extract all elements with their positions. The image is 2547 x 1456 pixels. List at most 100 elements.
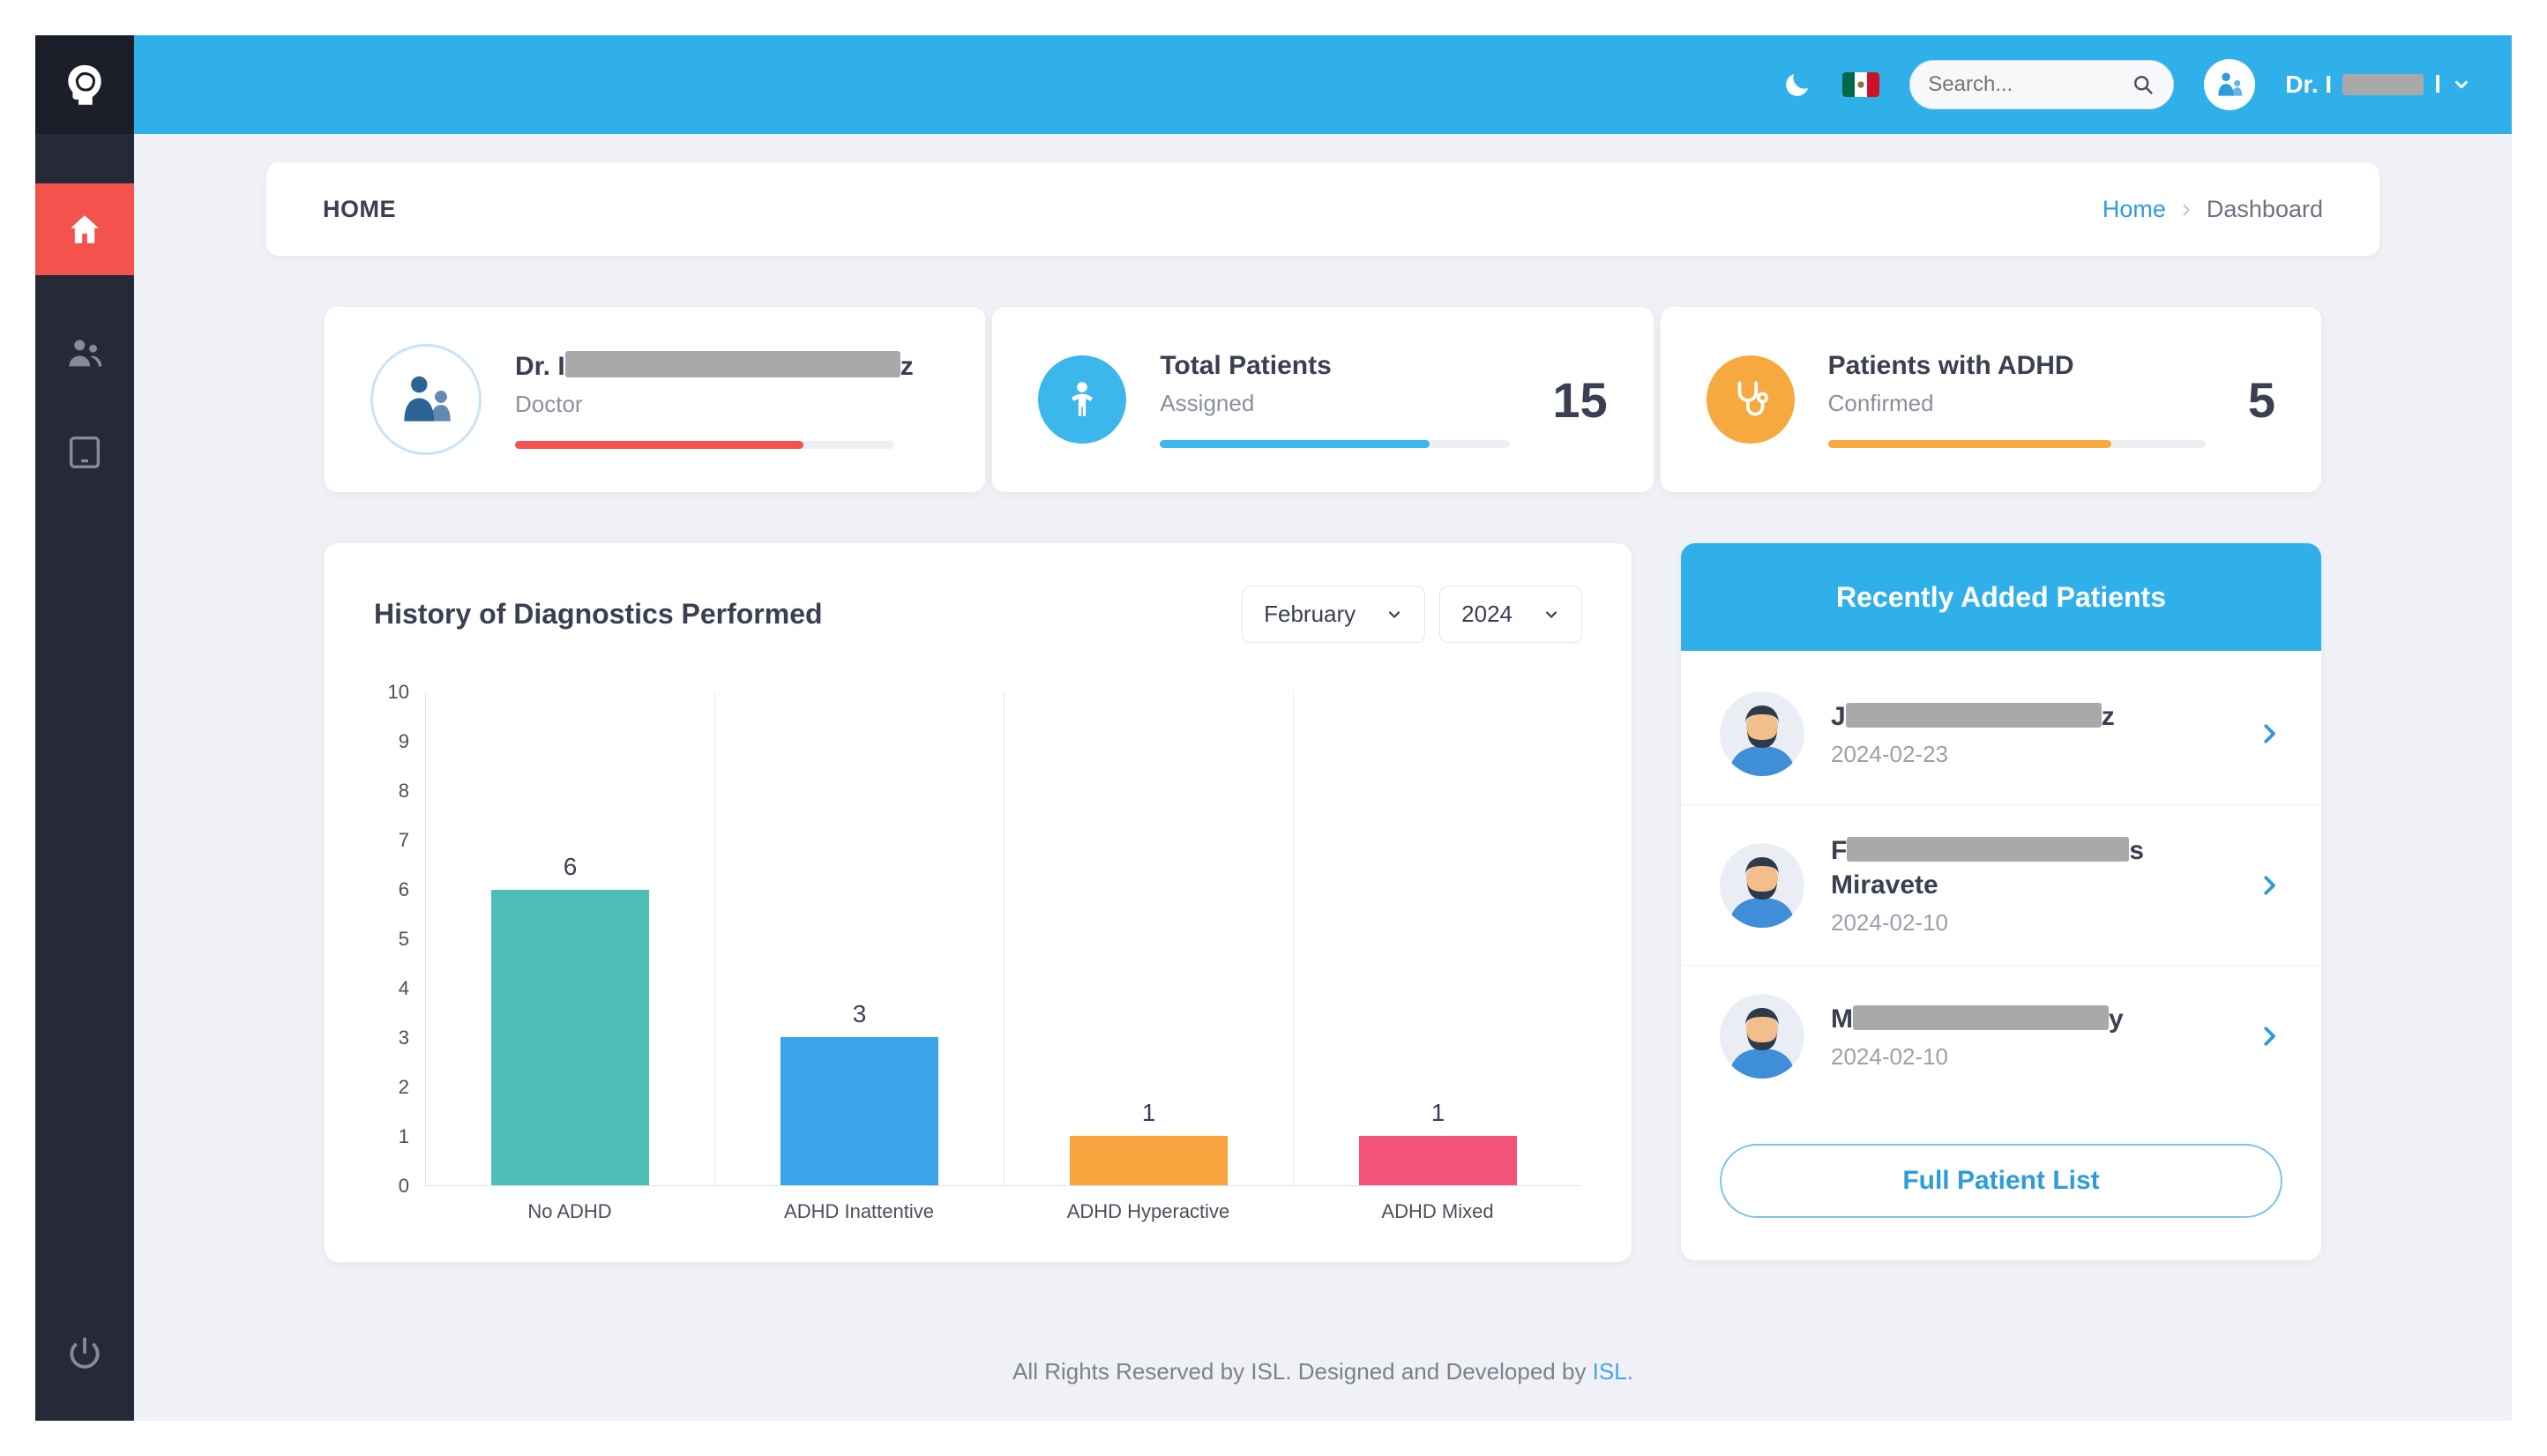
y-axis-tick: 9 bbox=[398, 730, 409, 752]
total-patients-card: Total Patients Assigned 15 bbox=[992, 307, 1654, 492]
dark-mode-toggle[interactable] bbox=[1782, 70, 1812, 100]
stethoscope-icon bbox=[1737, 381, 1768, 416]
y-axis-tick: 3 bbox=[398, 1027, 409, 1049]
chart-bar-group: 3 bbox=[714, 692, 1004, 1185]
redacted-doctor-name bbox=[564, 350, 900, 377]
chevron-down-icon bbox=[1389, 610, 1400, 618]
redacted-patient-name bbox=[1845, 703, 2102, 728]
app-logo[interactable] bbox=[35, 35, 134, 134]
chevron-right-icon bbox=[2264, 875, 2275, 895]
adhd-value: 5 bbox=[2247, 371, 2275, 428]
patient-name-suffix: y bbox=[2109, 1004, 2124, 1034]
patient-name-suffix: s bbox=[2129, 836, 2145, 865]
user-name-prefix: Dr. I bbox=[2285, 71, 2333, 98]
doctor-name: Dr. I z bbox=[515, 350, 939, 382]
sidebar bbox=[35, 35, 134, 1421]
y-axis-tick: 8 bbox=[398, 780, 409, 802]
total-patients-subtitle: Assigned bbox=[1160, 390, 1255, 416]
diagnostics-chart-card: History of Diagnostics Performed Februar… bbox=[325, 543, 1632, 1262]
mexico-flag-icon bbox=[1842, 72, 1880, 97]
adhd-progress-fill bbox=[1827, 440, 2111, 448]
patient-name-prefix: J bbox=[1831, 702, 1846, 731]
chart-bar bbox=[780, 1037, 939, 1185]
footer: All Rights Reserved by ISL. Designed and… bbox=[266, 1358, 2379, 1421]
x-axis-label: ADHD Hyperactive bbox=[1066, 1200, 1230, 1222]
bar-chart: 0 1 2 3 4 5 6 7 8 9 10 6 3 1 1 No ADHD ADHD Inattentiv… bbox=[374, 681, 1582, 1223]
footer-isl-link[interactable]: ISL. bbox=[1592, 1358, 1633, 1385]
doctor-card: Dr. I z Doctor bbox=[325, 307, 986, 492]
redacted-patient-name bbox=[1847, 837, 2130, 862]
main-column: Dr. I l HOME Home › Dashboard bbox=[134, 35, 2512, 1421]
chevron-down-icon bbox=[2455, 80, 2468, 89]
sidebar-item-devices[interactable] bbox=[64, 432, 105, 473]
y-axis-tick: 5 bbox=[398, 928, 409, 950]
breadcrumb-current: Dashboard bbox=[2206, 195, 2323, 222]
chart-bar bbox=[490, 889, 650, 1185]
y-axis-tick: 2 bbox=[398, 1076, 409, 1098]
chevron-right-icon bbox=[2264, 1027, 2275, 1046]
doctor-name-suffix: z bbox=[900, 351, 914, 381]
breadcrumb-home-link[interactable]: Home bbox=[2102, 195, 2166, 222]
y-axis-tick: 1 bbox=[398, 1125, 409, 1147]
x-axis-label: ADHD Mixed bbox=[1381, 1200, 1494, 1222]
adhd-subtitle: Confirmed bbox=[1827, 390, 1934, 416]
patient-name-line2: Miravete bbox=[1831, 870, 1938, 900]
content-area: HOME Home › Dashboard bbox=[134, 134, 2512, 1421]
month-select-value: February bbox=[1264, 601, 1356, 627]
patient-name-suffix: z bbox=[2101, 702, 2115, 731]
language-flag-button[interactable] bbox=[1842, 72, 1880, 97]
breadcrumb: HOME Home › Dashboard bbox=[266, 162, 2379, 256]
moon-icon bbox=[1786, 73, 1809, 96]
doctor-progress-track bbox=[515, 440, 894, 449]
patient-date: 2024-02-23 bbox=[1831, 741, 1948, 767]
patients-people-icon bbox=[69, 340, 102, 367]
total-patients-value: 15 bbox=[1552, 371, 1608, 428]
sidebar-item-patients[interactable] bbox=[64, 333, 105, 374]
chart-title: History of Diagnostics Performed bbox=[374, 598, 823, 630]
patient-avatar bbox=[1720, 843, 1804, 928]
footer-text: All Rights Reserved by ISL. Designed and… bbox=[1012, 1358, 1593, 1385]
doctor-role: Doctor bbox=[515, 390, 583, 417]
bar-value-label: 3 bbox=[852, 1000, 867, 1028]
sidebar-item-logout[interactable] bbox=[65, 1334, 104, 1373]
adhd-title: Patients with ADHD bbox=[1827, 351, 2074, 380]
search-bar bbox=[1909, 60, 2175, 109]
chart-bar bbox=[1069, 1136, 1229, 1185]
chevron-down-icon bbox=[1545, 610, 1557, 618]
app-window: Dr. I l HOME Home › Dashboard bbox=[35, 35, 2512, 1421]
month-select[interactable]: February bbox=[1242, 586, 1426, 643]
bar-value-label: 1 bbox=[1430, 1099, 1445, 1127]
bar-value-label: 1 bbox=[1141, 1099, 1156, 1127]
full-patient-list-button[interactable]: Full Patient List bbox=[1720, 1144, 2282, 1218]
chart-bar-group: 1 bbox=[1004, 692, 1293, 1185]
user-avatar[interactable] bbox=[2204, 59, 2256, 110]
adhd-icon-circle bbox=[1706, 355, 1795, 444]
y-axis-tick: 7 bbox=[398, 829, 409, 851]
adhd-progress-track bbox=[1827, 440, 2206, 448]
total-patients-progress-track bbox=[1160, 440, 1511, 448]
power-icon bbox=[70, 1337, 100, 1369]
redacted-user-name bbox=[2342, 74, 2424, 95]
sidebar-item-home[interactable] bbox=[35, 183, 134, 275]
chart-x-labels: No ADHD ADHD Inattentive ADHD Hyperactive A… bbox=[425, 1200, 1582, 1223]
patient-name-prefix: M bbox=[1831, 1004, 1853, 1034]
sidebar-nav bbox=[35, 183, 134, 473]
search-icon[interactable] bbox=[2131, 72, 2155, 97]
brain-head-logo-icon bbox=[68, 64, 101, 105]
chart-y-axis: 0 1 2 3 4 5 6 7 8 9 10 bbox=[374, 681, 425, 1197]
redacted-patient-name bbox=[1853, 1005, 2109, 1030]
year-select[interactable]: 2024 bbox=[1439, 586, 1582, 643]
page-title: HOME bbox=[323, 195, 396, 222]
chart-bar bbox=[1358, 1136, 1518, 1185]
y-axis-tick: 10 bbox=[387, 681, 409, 703]
user-name-suffix: l bbox=[2434, 71, 2441, 98]
user-menu[interactable]: Dr. I l bbox=[2285, 71, 2471, 99]
search-input[interactable] bbox=[1928, 72, 2121, 97]
total-patients-progress-fill bbox=[1160, 440, 1430, 448]
